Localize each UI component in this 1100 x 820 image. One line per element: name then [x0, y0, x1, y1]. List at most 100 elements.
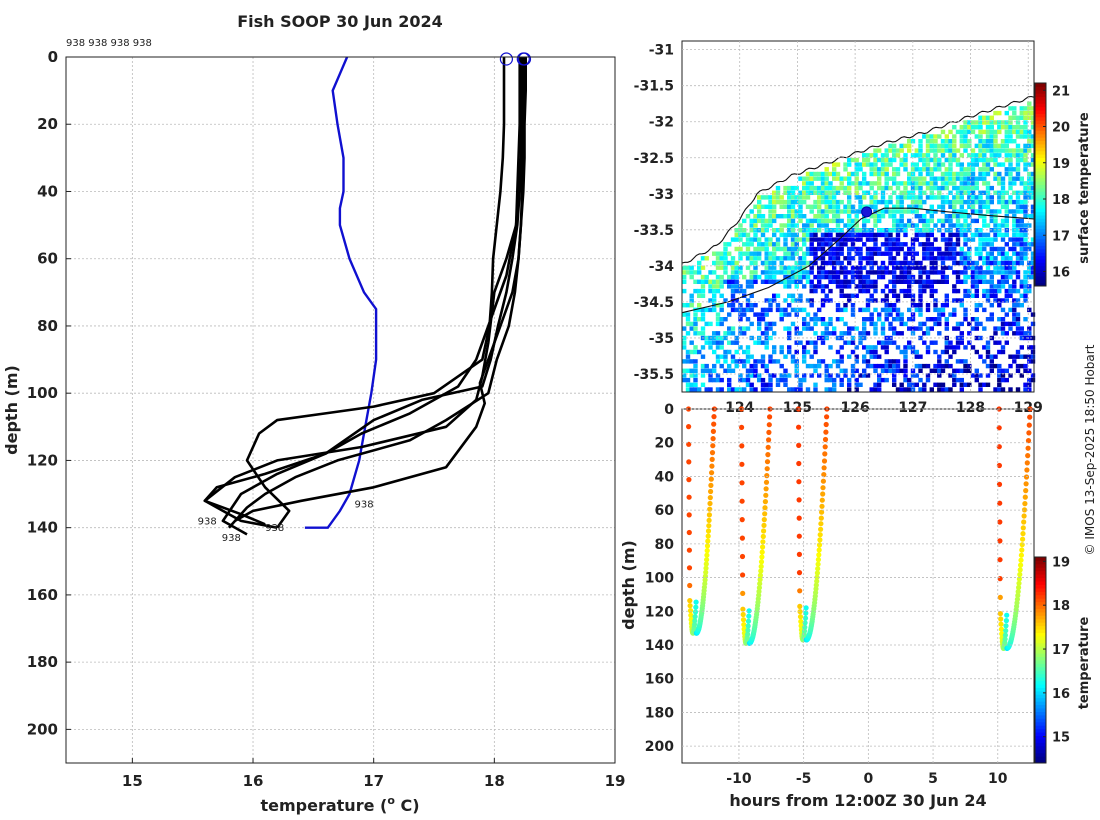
- sst-cell: [1015, 256, 1021, 261]
- map-colorbar-tick-label: 17: [1052, 229, 1070, 244]
- sst-cell: [985, 223, 991, 228]
- sst-cell: [899, 274, 904, 280]
- sst-cell: [708, 368, 713, 373]
- sst-cell: [933, 382, 938, 387]
- sst-cell: [700, 382, 706, 387]
- sst-cell: [929, 190, 934, 195]
- sst-cell: [1030, 345, 1036, 350]
- timeseries-point: [796, 515, 802, 521]
- sst-cell: [865, 237, 871, 242]
- sst-cell: [873, 199, 878, 205]
- timeseries-point: [709, 450, 716, 456]
- sst-cell: [910, 349, 916, 355]
- sst-cell: [745, 326, 751, 331]
- sst-cell: [918, 171, 923, 177]
- sst-cell: [757, 317, 762, 322]
- sst-cell: [858, 260, 863, 266]
- sst-cell: [1000, 204, 1006, 209]
- sst-cell: [948, 181, 953, 186]
- sst-cell: [689, 293, 694, 298]
- sst-cell: [745, 317, 751, 322]
- timeseries-colorbar-segment: [1035, 618, 1046, 623]
- map-colorbar-segment: [1035, 255, 1046, 260]
- sst-cell: [892, 260, 897, 266]
- sst-cell: [734, 274, 739, 280]
- sst-cell: [963, 185, 968, 191]
- map-colorbar-segment: [1035, 181, 1046, 185]
- sst-cell: [1023, 106, 1028, 111]
- timeseries-point: [821, 472, 827, 478]
- sst-cell: [1027, 265, 1032, 270]
- sst-cell: [933, 321, 938, 327]
- sst-cell: [884, 204, 889, 209]
- sst-cell: [1000, 260, 1006, 266]
- sst-cell: [892, 204, 897, 209]
- figure-title: Fish SOOP 30 Jun 2024: [237, 12, 443, 31]
- map-colorbar-segment: [1035, 282, 1046, 287]
- sst-cell: [794, 185, 799, 191]
- sst-cell: [903, 345, 908, 350]
- sst-cell: [937, 279, 942, 284]
- timeseries-point: [997, 557, 1003, 563]
- sst-cell: [787, 303, 792, 308]
- sst-cell: [1023, 195, 1028, 200]
- timeseries-point: [763, 479, 770, 485]
- sst-cell: [914, 251, 919, 256]
- sst-cell: [817, 359, 822, 364]
- map-colorbar-segment: [1035, 275, 1046, 280]
- sst-cell: [937, 204, 942, 209]
- sst-cell: [768, 321, 773, 327]
- timeseries-colorbar-tick-label: 19: [1052, 555, 1070, 570]
- sst-cell: [925, 331, 931, 336]
- sst-cell: [768, 274, 773, 280]
- sst-cell: [918, 335, 923, 341]
- sst-cell: [925, 373, 931, 378]
- map-colorbar-segment: [1035, 201, 1046, 206]
- sst-cell: [978, 279, 983, 284]
- sst-cell: [892, 303, 897, 308]
- sst-cell: [1027, 110, 1032, 116]
- sst-cell: [817, 195, 822, 200]
- sst-cell: [978, 204, 983, 209]
- sst-cell: [985, 185, 991, 191]
- sst-cell: [1015, 354, 1021, 359]
- timeseries-point: [709, 456, 715, 462]
- sst-cell: [967, 340, 972, 345]
- sst-cell: [813, 232, 818, 238]
- sst-cell: [959, 214, 964, 219]
- sst-cell: [944, 251, 949, 256]
- sst-cell: [727, 279, 732, 284]
- timeseries-point: [766, 422, 772, 428]
- sst-cell: [1012, 279, 1017, 284]
- sst-cell: [828, 377, 833, 383]
- sst-cell: [997, 260, 1002, 266]
- timeseries-point: [765, 452, 771, 458]
- timeseries-point: [797, 603, 803, 610]
- sst-cell: [862, 228, 867, 233]
- sst-cell: [869, 246, 874, 252]
- sst-cell: [689, 326, 694, 331]
- timeseries-point: [745, 618, 752, 624]
- sst-cell: [809, 303, 814, 308]
- sst-cell: [719, 345, 724, 350]
- sst-cell: [944, 303, 949, 308]
- sst-cell: [974, 251, 979, 256]
- sst-cell: [772, 270, 777, 275]
- map-colorbar-segment: [1035, 150, 1046, 155]
- sst-cell: [877, 181, 882, 186]
- sst-cell: [794, 237, 799, 242]
- sst-cell: [899, 204, 904, 209]
- timeseries-point: [702, 581, 708, 587]
- sst-cell: [790, 232, 796, 238]
- sst-cell: [854, 218, 859, 224]
- timeseries-point: [801, 628, 808, 634]
- sst-cell: [850, 373, 856, 378]
- sst-cell: [907, 209, 912, 214]
- sst-cell: [967, 256, 972, 261]
- map-colorbar-segment: [1035, 208, 1046, 213]
- sst-cell: [993, 260, 998, 266]
- sst-cell: [850, 326, 856, 331]
- sst-cell: [1030, 256, 1036, 261]
- sst-cell: [1019, 237, 1024, 242]
- sst-cell: [790, 293, 796, 298]
